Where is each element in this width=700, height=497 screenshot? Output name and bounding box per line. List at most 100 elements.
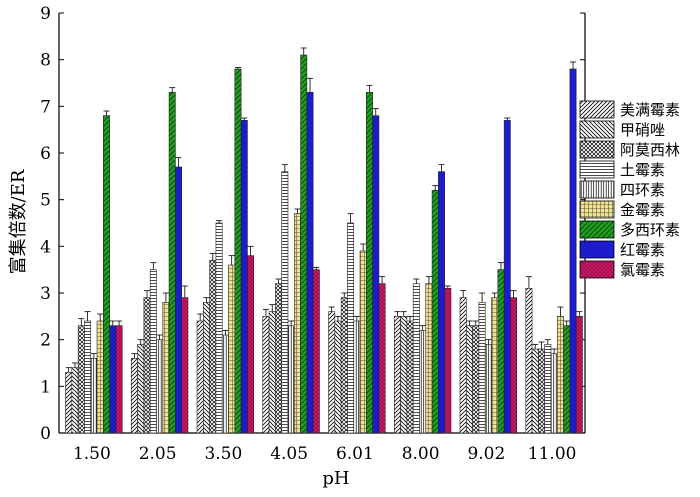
bar: [234, 68, 242, 434]
legend-swatch: [579, 160, 615, 179]
bar: [293, 213, 301, 434]
legend-label: 阿莫西林: [620, 141, 680, 159]
bar: [491, 297, 499, 434]
bar: [221, 334, 229, 434]
bar: [531, 348, 539, 434]
bar: [478, 302, 486, 434]
bar: [328, 311, 336, 434]
bar: [484, 344, 492, 434]
bar: [466, 325, 473, 434]
bar: [353, 320, 361, 434]
x-tick-label: 2.05: [139, 444, 177, 464]
bar: [281, 171, 289, 434]
legend-label: 四环素: [620, 181, 665, 199]
bar: [575, 316, 583, 434]
bar: [412, 283, 420, 434]
x-tick-label: 1.50: [73, 444, 111, 464]
y-tick-label: 4: [40, 237, 51, 257]
bar: [209, 260, 217, 434]
bar: [378, 283, 386, 434]
bar: [300, 54, 308, 434]
bar: [372, 115, 380, 434]
x-tick-label: 4.05: [270, 444, 308, 464]
bar: [240, 120, 248, 434]
y-tick-label: 7: [40, 97, 51, 117]
bar: [65, 372, 73, 434]
legend-label: 土霉素: [620, 161, 665, 179]
bar: [109, 325, 117, 434]
y-tick-label: 9: [40, 4, 51, 24]
y-tick-label: 6: [40, 144, 51, 164]
legend-label: 红霉素: [620, 241, 665, 259]
bar: [96, 320, 104, 434]
bar: [168, 92, 176, 434]
y-tick-label: 8: [40, 51, 51, 71]
bar: [472, 325, 480, 434]
bar: [196, 320, 204, 434]
bar: [419, 330, 427, 434]
bar: [84, 320, 92, 434]
legend-swatch: [579, 140, 615, 159]
legend-label: 氯霉素: [620, 261, 665, 279]
bar: [550, 353, 558, 434]
bar: [425, 283, 433, 434]
bar: [544, 344, 552, 434]
legend-swatch: [579, 100, 615, 119]
legend-label: 甲硝唑: [620, 121, 665, 139]
legend-label: 金霉素: [620, 201, 665, 219]
y-axis-title: 富集倍数/ER: [8, 169, 29, 274]
bar: [115, 325, 123, 434]
x-tick-label: 9.02: [467, 444, 505, 464]
bar: [215, 222, 223, 434]
bar: [175, 166, 182, 434]
bar: [268, 311, 276, 434]
bar: [162, 302, 170, 434]
bar: [525, 288, 533, 434]
legend-label: 多西环素: [620, 221, 680, 239]
legend-swatch: [579, 180, 615, 199]
bar: [262, 316, 270, 434]
bar: [156, 339, 164, 434]
bar: [275, 283, 282, 434]
x-tick-label: 11.00: [528, 444, 577, 464]
bar: [137, 344, 145, 434]
bar: [400, 316, 408, 434]
bar: [444, 288, 452, 434]
bar: [510, 297, 518, 434]
bar: [247, 255, 255, 434]
bar: [459, 297, 467, 434]
bar: [556, 316, 564, 434]
bar: [149, 269, 157, 434]
legend-swatch: [579, 260, 615, 279]
bar: [340, 297, 348, 434]
bar: [334, 320, 342, 434]
bar: [77, 325, 85, 434]
legend-swatch: [579, 240, 615, 259]
bar: [228, 264, 236, 434]
y-tick-label: 1: [40, 377, 51, 397]
x-tick-label: 3.50: [204, 444, 242, 464]
x-tick-label: 8.00: [402, 444, 440, 464]
legend-label: 美满霉素: [620, 101, 680, 119]
y-tick-label: 5: [40, 191, 51, 211]
bar: [563, 325, 571, 434]
tick-labels: 0 1 2 3 4 5 6 7 8 9 1.50 2.05 3.50 4.05 6.01 8.00 9.02 11…: [40, 4, 576, 464]
legend-swatch: [579, 200, 615, 219]
legend-swatch: [579, 120, 615, 139]
bar: [406, 320, 414, 434]
x-tick-label: 6.01: [336, 444, 374, 464]
bar: [103, 115, 110, 434]
y-tick-label: 3: [40, 284, 51, 304]
bar: [438, 171, 445, 434]
bar: [287, 325, 295, 434]
bar: [538, 348, 545, 434]
bar: [503, 120, 511, 434]
y-tick-label: 2: [40, 331, 51, 351]
y-tick-label: 0: [40, 424, 51, 444]
x-axis-title: pH: [322, 468, 349, 489]
bar: [569, 68, 577, 434]
bar: [393, 316, 401, 434]
